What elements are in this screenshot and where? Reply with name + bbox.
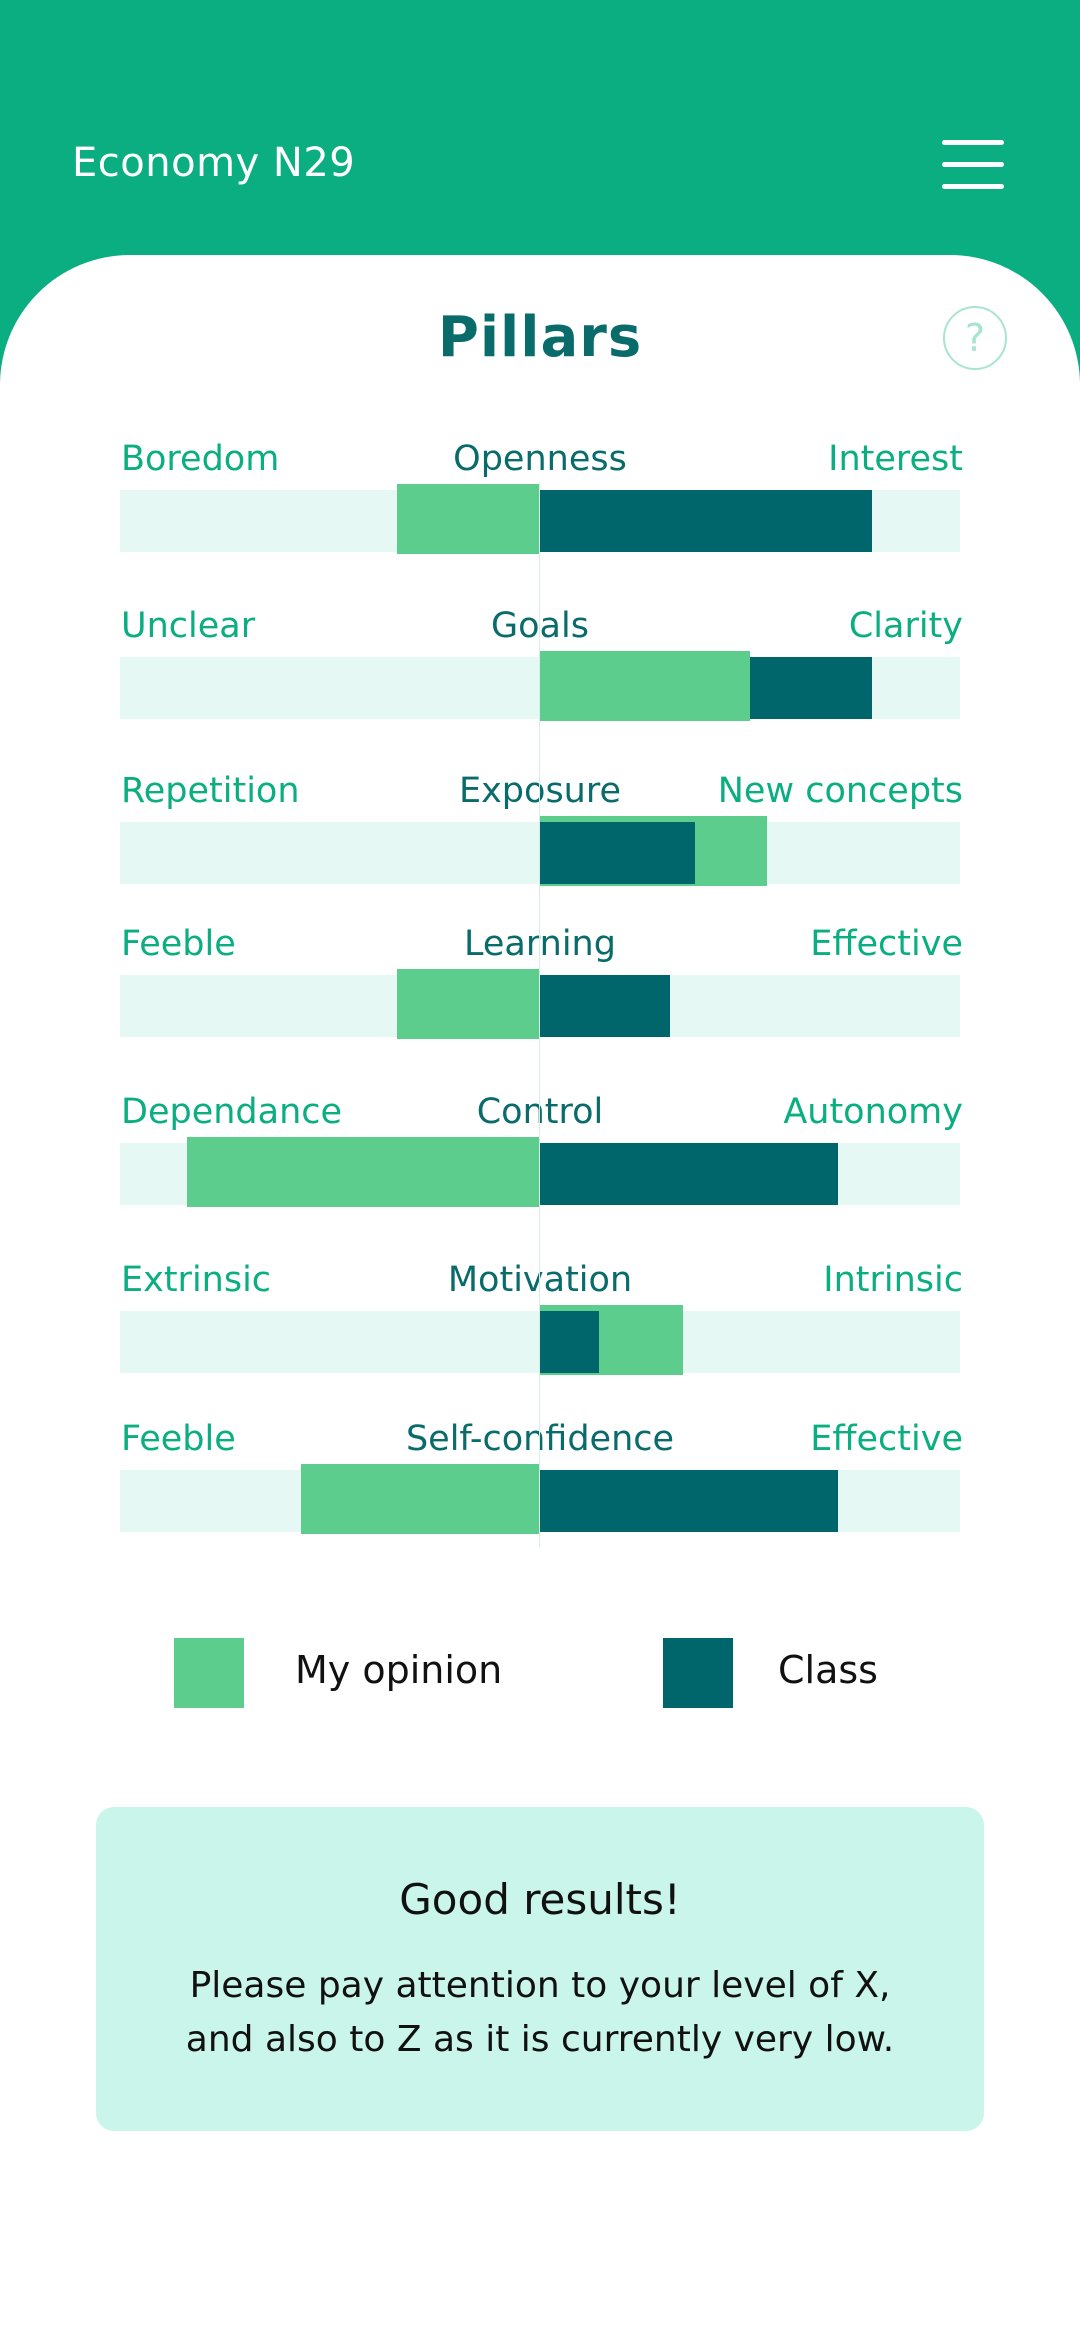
bar-my-opinion [300,1464,540,1534]
bar-class [540,975,671,1037]
pillar-row: Feeble Learning Effective [0,923,1080,1043]
pillar-row: Repetition Exposure New concepts [0,770,1080,890]
pillar-row: Unclear Goals Clarity [0,605,1080,725]
panel-title: Pillars [437,305,643,370]
pillar-row: Dependance Control Autonomy [0,1091,1080,1211]
pillar-name: Exposure [458,771,622,811]
bar-my-opinion [397,484,540,554]
hamburger-menu-icon[interactable] [938,136,1008,194]
bar-my-opinion [187,1137,540,1207]
pillar-left-label: Feeble [121,924,236,964]
pillar-left-label: Unclear [121,606,256,646]
pillar-left-label: Repetition [121,771,300,811]
pillar-row: Feeble Self-confidence Effective [0,1418,1080,1538]
pillar-left-label: Boredom [121,439,280,479]
pillar-left-label: Dependance [121,1092,343,1132]
pillar-right-label: Interest [828,439,963,479]
legend-label-my-opinion: My opinion [295,1648,503,1692]
pillar-right-label: Clarity [848,606,963,646]
pillar-left-label: Extrinsic [121,1260,272,1300]
bar-my-opinion [397,969,540,1039]
chart-legend: My opinion Class [0,1638,1080,1708]
message-title: Good results! [399,1875,681,1924]
pillar-right-label: Autonomy [783,1092,963,1132]
chart-center-line [539,482,540,1547]
bar-my-opinion [540,651,750,721]
message-line-2: and also to Z as it is currently very lo… [185,2019,895,2060]
pillar-right-label: New concepts [717,771,963,811]
bar-class [540,1143,839,1205]
pillar-right-label: Intrinsic [823,1260,963,1300]
pillars-chart: Boredom Openness Interest Unclear Goals Clari… [0,438,1080,1538]
pillar-row: Extrinsic Motivation Intrinsic [0,1259,1080,1379]
legend-swatch-my-opinion [174,1638,244,1708]
question-circle-icon[interactable]: ? [943,306,1007,370]
pillar-left-label: Feeble [121,1419,236,1459]
pillar-name: Openness [453,439,627,479]
bar-class [540,1470,839,1532]
pillar-right-label: Effective [810,924,963,964]
pillar-right-label: Effective [810,1419,963,1459]
bar-class [540,490,872,552]
legend-swatch-class [663,1638,733,1708]
message-body: Please pay attention to your level of X,… [96,1959,984,2067]
pillar-name: Control [476,1092,604,1132]
pillar-row: Boredom Openness Interest [0,438,1080,558]
legend-label-class: Class [778,1648,878,1692]
feedback-message-box: Good results! Please pay attention to yo… [96,1807,984,2131]
course-title: Economy N29 [72,140,356,186]
bar-class [540,1311,599,1373]
bar-class [540,822,696,884]
message-line-1: Please pay attention to your level of X, [189,1965,891,2006]
